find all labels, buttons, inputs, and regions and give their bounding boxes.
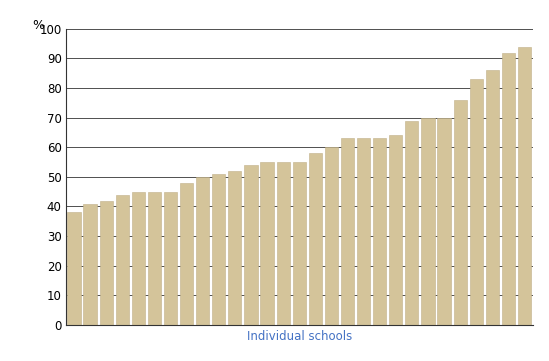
Bar (293, 162, 306, 325)
Bar (260, 162, 273, 325)
Bar (116, 195, 129, 325)
Bar (132, 192, 145, 325)
Bar (357, 138, 370, 325)
Bar (421, 118, 434, 325)
Bar (309, 153, 322, 325)
Bar (518, 47, 531, 325)
X-axis label: Individual schools: Individual schools (247, 330, 352, 343)
Bar (148, 192, 161, 325)
Bar (244, 165, 257, 325)
Bar (389, 135, 402, 325)
Bar (228, 171, 242, 325)
Bar (405, 121, 418, 325)
Bar (373, 138, 386, 325)
Text: %: % (32, 19, 44, 32)
Bar (68, 212, 81, 325)
Bar (502, 53, 515, 325)
Bar (453, 100, 467, 325)
Bar (99, 201, 113, 325)
Bar (438, 118, 451, 325)
Bar (212, 174, 225, 325)
Bar (164, 192, 177, 325)
Bar (469, 79, 483, 325)
Bar (325, 147, 338, 325)
Bar (180, 183, 193, 325)
Bar (277, 162, 290, 325)
Bar (486, 70, 499, 325)
Bar (196, 177, 209, 325)
Bar (341, 138, 354, 325)
Bar (83, 204, 97, 325)
